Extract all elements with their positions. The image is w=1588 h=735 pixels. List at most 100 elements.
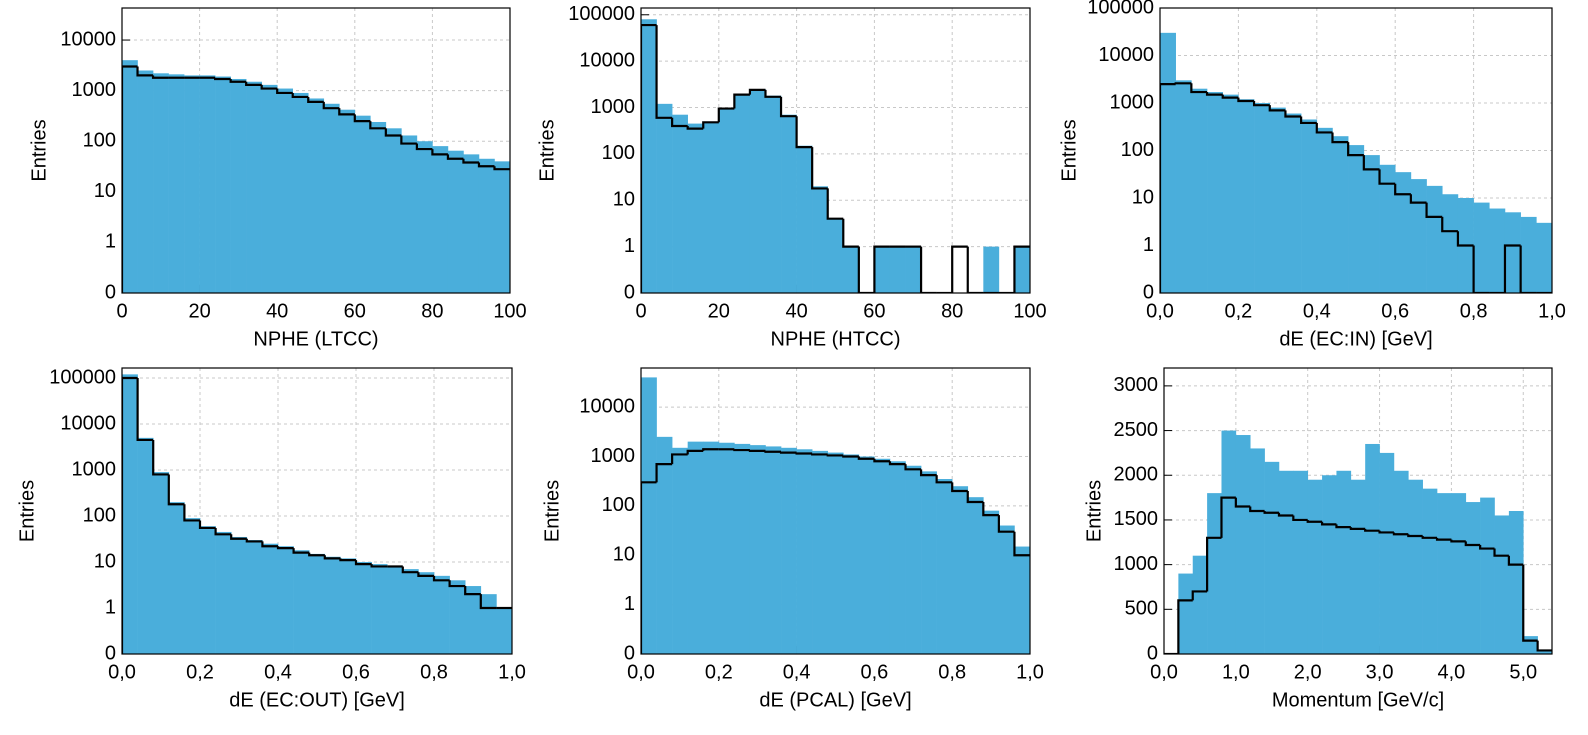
panel: 0 1 10 100 1000 10000 100000 0,0 0,2 0,4 0,6 0,8 1,0… [16,366,526,711]
x-axis-label: dE (PCAL) [GeV] [759,689,911,711]
bar [434,575,450,654]
step-segment [764,89,782,98]
bar [153,73,169,293]
bar [1178,573,1194,654]
step-segment [919,469,937,477]
bar [1410,179,1427,293]
bar [1014,546,1030,654]
step-segment [384,128,402,137]
y-tick-label: 10 [94,550,116,572]
x-tick-label: 0,4 [783,661,811,683]
step-segment [276,546,294,550]
y-tick-label: 1 [105,596,116,618]
bar [874,458,891,654]
x-tick-label: 1,0 [1016,661,1044,683]
step-segment [842,218,859,248]
x-axis-label: Momentum [GeV/c] [1272,689,1444,711]
bar [1520,216,1537,293]
bar [184,518,201,654]
bar [200,526,216,654]
step-segment [479,594,497,610]
step-segment [686,449,704,455]
step-segment [795,452,813,455]
x-tick-label: 0 [635,300,646,322]
plot-frame [1163,367,1553,655]
step-segment [1320,521,1337,526]
bar [323,103,340,293]
x-tick-label: 1,0 [1222,661,1250,683]
y-tick-label: 1000 [591,96,636,118]
bar [1442,194,1459,293]
step-segment [122,65,138,293]
step-segment [1284,110,1302,118]
bar [1014,246,1030,293]
bar [153,472,170,654]
bar [734,443,751,654]
x-tick-label: 3,0 [1366,661,1394,683]
bar [734,93,751,293]
step-segment [1174,82,1192,85]
y-tick-label: 1000 [1114,553,1159,575]
y-tick-label: 10 [613,189,635,211]
bar [1523,636,1538,654]
step-segment [260,84,278,90]
step-segment [1441,216,1458,233]
step-segment [1277,512,1294,517]
y-tick-label: 10 [1132,186,1154,208]
step-segment [779,96,797,118]
step-segment [448,580,466,588]
bar [184,75,200,293]
step-segment [152,439,169,476]
bar [703,121,720,293]
bar [796,449,813,654]
step-segment [733,448,750,452]
bar [1494,515,1510,654]
bar [231,536,248,654]
step-segment [1435,537,1452,541]
x-tick-label: 0,8 [938,661,966,683]
plot-frame [640,7,1031,294]
bar [1422,488,1438,654]
x-tick-label: 1,0 [498,661,526,683]
bar [370,121,387,293]
step-segment [919,246,937,293]
bar [765,446,782,654]
panel: 0 1 10 100 1000 10000 0,0 0,2 0,4 0,6 0,8 1,0 dE (PC… [541,367,1044,711]
step-segment [1519,245,1537,293]
step-segment [1300,116,1317,125]
bar [1207,493,1222,654]
bar [827,218,844,293]
step-segment [291,92,309,99]
bar [1350,479,1366,654]
y-tick-label: 1500 [1114,508,1159,530]
y-tick-label: 100000 [49,366,116,388]
y-tick-label: 0 [105,281,116,303]
bar [215,531,232,654]
step-segment [261,541,278,548]
bar [889,246,906,293]
step-segment [370,564,388,568]
step-segment [1456,231,1474,247]
step-segment [1190,83,1208,94]
step-segment [1220,496,1236,538]
step-segment [888,461,906,466]
bar [905,246,922,293]
y-tick-label: 100 [602,142,635,164]
bar [1264,461,1280,654]
bar [1473,202,1490,293]
bar [1489,208,1506,293]
y-axis-label: Entries [536,119,558,181]
bar [1222,94,1239,293]
bar [672,447,688,654]
x-tick-label: 100 [1013,300,1046,322]
step-segment [641,23,657,293]
bar [967,497,984,654]
plot-frame [1159,7,1553,294]
bar [749,89,766,293]
y-tick-label: 10000 [579,49,635,71]
step-segment [400,135,417,145]
y-tick-label: 100000 [1087,0,1154,18]
y-tick-label: 1 [105,231,116,253]
step-segment [354,560,372,566]
step-segment [1249,506,1265,513]
